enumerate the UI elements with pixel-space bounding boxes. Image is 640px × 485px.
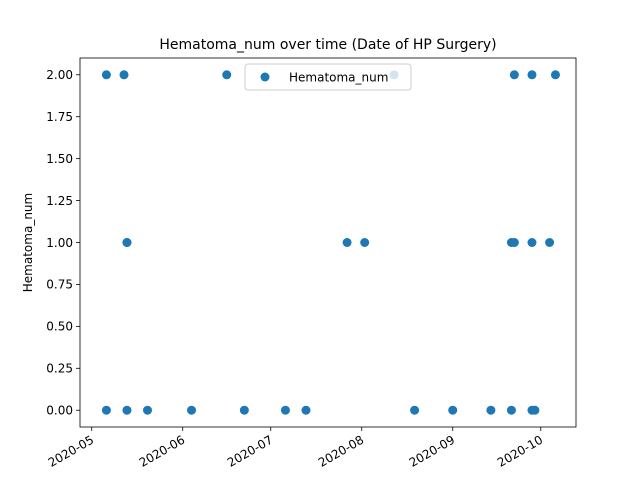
data-point (122, 405, 132, 415)
data-point (143, 405, 153, 415)
data-point (301, 405, 311, 415)
legend-box (244, 63, 412, 91)
data-point (486, 405, 496, 415)
data-point (187, 405, 197, 415)
y-tick-label: 1.75 (46, 110, 73, 124)
plot-frame (79, 57, 577, 428)
data-point (239, 405, 249, 415)
y-axis-label: Hematoma_num (21, 193, 35, 292)
data-point (222, 70, 232, 80)
data-point (342, 238, 352, 247)
legend-marker (260, 72, 270, 82)
legend: Hematoma_num (244, 63, 412, 91)
data-point (119, 70, 129, 80)
data-point (527, 238, 537, 247)
data-point (550, 70, 560, 80)
y-tick-label: 0.75 (46, 278, 73, 292)
y-tick-label: 1.25 (46, 194, 73, 208)
y-tick-label: 0.50 (46, 320, 73, 334)
data-point (530, 405, 540, 415)
data-point (101, 405, 111, 415)
data-point (509, 238, 519, 247)
data-points (101, 70, 560, 415)
data-point (509, 70, 519, 80)
y-tick-label: 0.00 (46, 404, 73, 418)
plot-area (80, 58, 576, 427)
data-point (545, 238, 555, 247)
y-tick-label: 1.00 (46, 236, 73, 250)
data-point (410, 405, 420, 415)
y-tick-label: 2.00 (46, 68, 73, 82)
data-point (360, 238, 370, 247)
data-point (448, 405, 458, 415)
y-tick-label: 0.25 (46, 362, 73, 376)
legend-label: Hematoma_num (289, 71, 388, 85)
y-tick-label: 1.50 (46, 152, 73, 166)
data-point (101, 70, 111, 80)
data-point (506, 405, 516, 415)
data-point (122, 238, 132, 247)
data-point (527, 70, 537, 80)
y-axis: 0.00 0.25 0.50 0.75 1.00 1.25 1.50 1.75 2.00 (46, 68, 80, 418)
chart-title: Hematoma_num over time (Date of HP Surge… (159, 37, 496, 53)
data-point (280, 405, 290, 415)
